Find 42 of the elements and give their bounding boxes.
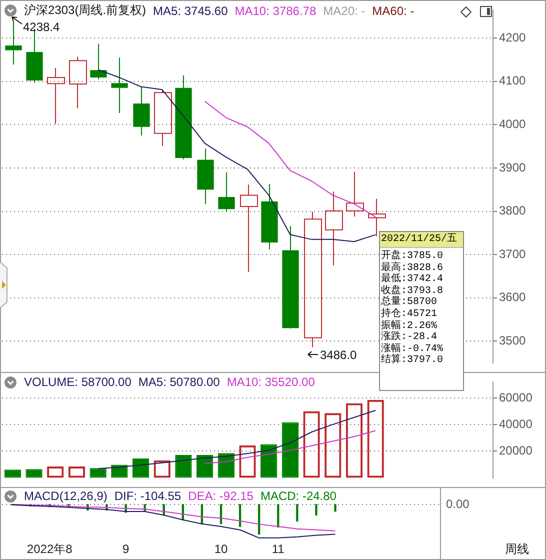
text: MA5: 50780.00: [138, 375, 220, 389]
text: MA5: 3745.60: [153, 4, 228, 18]
y-tick-label: 3900: [499, 160, 526, 174]
annotation: 振幅:2.26%: [380, 320, 438, 332]
chart-title: VOLUME: 58700.00: [24, 375, 132, 389]
x-tick-label: 11: [272, 542, 285, 556]
series-label: DIF: -104.55: [114, 489, 182, 503]
y-tick-label: 60000: [499, 390, 533, 404]
annotation: 最低:3742.4: [380, 274, 444, 286]
series-label: DEA: -92.15: [188, 489, 254, 503]
series-label: MACD: -24.80: [260, 489, 336, 503]
annotation: 4238.4: [23, 20, 60, 34]
chart-title: 沪深2303(周线.前复权): [24, 2, 146, 19]
y-tick-label: 3700: [499, 246, 526, 261]
chart-title: MACD(12,26,9): [24, 489, 108, 503]
x-tick-label: 10: [214, 542, 228, 556]
annotation: 持仓:45721: [380, 308, 438, 320]
annotation: 总量:58700: [380, 297, 438, 308]
text: 0.00: [446, 496, 470, 511]
annotation: 2022/11/25/五: [380, 232, 463, 248]
annotation: 3486.0: [320, 348, 357, 362]
legend-label: MA20: -: [323, 4, 366, 18]
annotation: 结算:3797.0: [380, 355, 444, 367]
text: MA10: 35520.00: [226, 375, 315, 389]
y-tick-label: 3800: [499, 204, 526, 218]
y-tick-label: 20000: [499, 444, 533, 458]
annotation: 开盘:3785.0: [380, 251, 444, 262]
x-tick-label: 2022年8: [26, 542, 73, 556]
y-tick-label: 40000: [499, 417, 533, 431]
text: MA10: 3786.78: [234, 4, 316, 18]
annotation: 最高:3828.6: [380, 262, 444, 274]
annotation: 涨跌:-28.4: [380, 332, 438, 344]
legend-label: MA60: -: [372, 4, 414, 18]
annotation: 收盘:3793.8: [380, 286, 444, 297]
x-tick-label: 9: [122, 542, 130, 556]
y-tick-label: 4100: [499, 74, 526, 88]
y-tick-label: 4200: [499, 30, 526, 44]
annotation: 涨幅:-0.74%: [380, 344, 444, 355]
y-tick-label: 3600: [499, 290, 526, 304]
y-tick-label: 4000: [499, 117, 526, 132]
y-tick-label: 3500: [499, 333, 526, 348]
text: 周线: [505, 541, 529, 558]
